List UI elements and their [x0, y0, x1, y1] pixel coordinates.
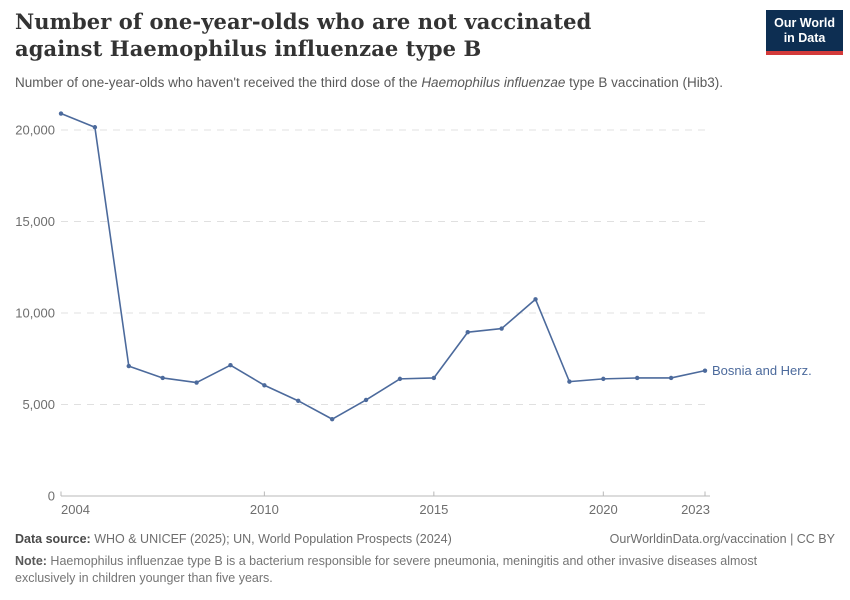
data-point[interactable]: [499, 326, 504, 331]
x-tick-label: 2020: [589, 502, 618, 517]
data-point[interactable]: [533, 297, 538, 302]
logo-line-1: Our World: [774, 16, 835, 30]
data-point[interactable]: [296, 398, 301, 404]
owid-url-license[interactable]: OurWorldinData.org/vaccination | CC BY: [609, 532, 835, 546]
y-tick-label: 5,000: [22, 397, 55, 412]
data-source: Data source: WHO & UNICEF (2025); UN, Wo…: [15, 531, 452, 547]
y-tick-label: 0: [48, 489, 55, 504]
data-point[interactable]: [194, 380, 199, 385]
data-point[interactable]: [567, 379, 572, 384]
x-tick-label: 2015: [419, 502, 448, 517]
line-chart[interactable]: 0 5,000 10,000 15,000 20,000 2004 2010 2015 2020…: [0, 100, 850, 525]
note-label: Note:: [15, 554, 47, 568]
data-source-text: WHO & UNICEF (2025); UN, World Populatio…: [90, 532, 452, 546]
data-point[interactable]: [92, 125, 98, 130]
data-point[interactable]: [668, 375, 674, 381]
series-end-label[interactable]: Bosnia and Herz.: [712, 363, 812, 378]
data-point[interactable]: [363, 397, 369, 403]
data-point[interactable]: [329, 416, 335, 422]
data-point[interactable]: [635, 375, 640, 381]
note-text: Haemophilus influenzae type B is a bacte…: [15, 554, 758, 585]
chart-title: Number of one-year-olds who are not vacc…: [15, 9, 592, 61]
subtitle-text-suffix: type B vaccination (Hib3).: [565, 75, 723, 90]
series-line[interactable]: [60, 112, 706, 420]
data-point[interactable]: [702, 368, 708, 373]
chart-note: Note: Haemophilus influenzae type B is a…: [15, 553, 787, 587]
data-point[interactable]: [601, 376, 606, 382]
data-point[interactable]: [58, 111, 64, 116]
x-tick-label: 2010: [250, 502, 279, 517]
data-point[interactable]: [431, 375, 437, 381]
y-tick-label: 15,000: [15, 214, 55, 229]
data-point[interactable]: [262, 383, 267, 388]
data-source-label: Data source:: [15, 532, 91, 546]
owid-logo[interactable]: Our World in Data: [766, 10, 843, 55]
data-point[interactable]: [397, 376, 403, 382]
data-point[interactable]: [160, 375, 165, 381]
chart-subtitle: Number of one-year-olds who haven't rece…: [15, 74, 723, 92]
data-point[interactable]: [126, 363, 131, 369]
data-point[interactable]: [228, 362, 233, 368]
y-tick-label: 10,000: [15, 306, 55, 321]
subtitle-italic-term: Haemophilus influenzae: [421, 75, 566, 90]
subtitle-text-prefix: Number of one-year-olds who haven't rece…: [15, 75, 422, 90]
x-tick-label: 2004: [61, 502, 90, 517]
logo-line-2: in Data: [783, 31, 826, 45]
x-tick-label: 2023: [681, 502, 710, 517]
y-tick-label: 20,000: [15, 123, 55, 138]
data-point[interactable]: [465, 330, 470, 335]
